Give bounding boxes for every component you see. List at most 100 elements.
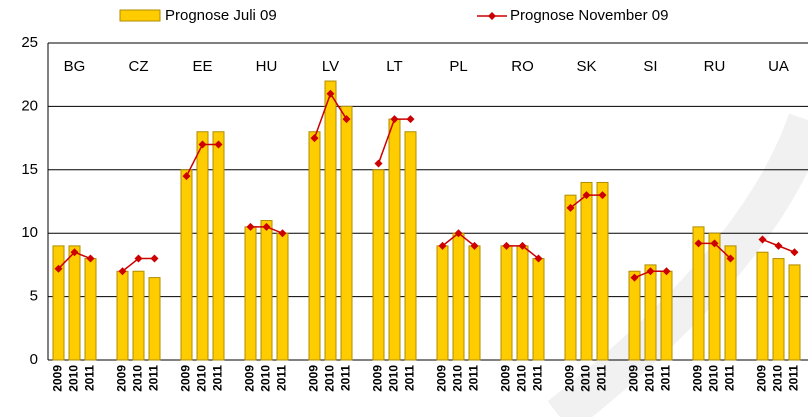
bar: [500, 245, 513, 361]
line-marker: [406, 115, 415, 124]
line-marker: [278, 229, 287, 238]
x-tick-label: 2010: [515, 365, 529, 392]
y-tick-label: 15: [21, 161, 38, 178]
group-label: LV: [322, 58, 339, 75]
line-marker: [774, 241, 783, 250]
bar: [772, 258, 785, 361]
group-label: LT: [386, 58, 402, 75]
x-tick-label: 2011: [403, 365, 417, 391]
x-tick-label: 2009: [755, 365, 769, 392]
y-tick-label: 20: [21, 97, 38, 114]
line-marker: [758, 235, 767, 244]
legend-marker: [488, 12, 496, 20]
bar: [564, 194, 577, 361]
y-tick-label: 10: [21, 224, 38, 241]
x-tick-label: 2010: [451, 365, 465, 392]
group-label: RU: [704, 58, 726, 75]
line-marker: [630, 273, 639, 282]
x-tick-label: 2011: [339, 365, 353, 391]
line-marker: [326, 89, 335, 98]
line-marker: [790, 248, 799, 257]
line-marker: [54, 264, 63, 273]
x-tick-label: 2010: [67, 365, 81, 392]
group-label: HU: [256, 58, 278, 75]
group-label: BG: [64, 58, 86, 75]
x-tick-label: 2011: [467, 365, 481, 391]
bar: [580, 181, 593, 361]
x-tick-label: 2011: [147, 365, 161, 391]
bar: [116, 270, 129, 361]
bar: [308, 131, 321, 361]
bar: [644, 264, 657, 361]
x-tick-label: 2009: [627, 365, 641, 392]
line-marker: [710, 239, 719, 248]
x-tick-label: 2009: [371, 365, 385, 392]
legend-label: Prognose Juli 09: [165, 7, 277, 24]
bar: [468, 245, 481, 361]
bar: [324, 80, 337, 361]
bar: [148, 277, 161, 361]
line-marker: [374, 159, 383, 168]
line-marker: [214, 140, 223, 149]
line-marker: [598, 191, 607, 200]
x-tick-label: 2010: [771, 365, 785, 392]
line-marker: [310, 134, 319, 143]
x-tick-label: 2010: [387, 365, 401, 392]
background-swoosh: [547, 113, 808, 417]
bar: [628, 270, 641, 361]
x-tick-label: 2010: [579, 365, 593, 392]
bar: [388, 118, 401, 361]
group-label: SI: [643, 58, 657, 75]
bar: [52, 245, 65, 361]
bar: [660, 270, 673, 361]
line-marker: [502, 241, 511, 250]
line-marker: [582, 191, 591, 200]
x-tick-label: 2011: [531, 365, 545, 391]
bar: [708, 232, 721, 361]
x-tick-label: 2009: [179, 365, 193, 392]
line-marker: [662, 267, 671, 276]
group-label: RO: [511, 58, 534, 75]
x-tick-label: 2009: [691, 365, 705, 392]
x-tick-label: 2009: [51, 365, 65, 392]
line-marker: [454, 229, 463, 238]
bar: [452, 232, 465, 361]
bar: [532, 258, 545, 361]
bar: [692, 226, 705, 361]
bar: [436, 245, 449, 361]
x-tick-label: 2010: [259, 365, 273, 392]
x-tick-label: 2009: [563, 365, 577, 392]
line-marker: [438, 241, 447, 250]
x-tick-label: 2011: [659, 365, 673, 391]
x-tick-label: 2011: [723, 365, 737, 391]
line-marker: [534, 254, 543, 263]
line-marker: [262, 222, 271, 231]
line-marker: [70, 248, 79, 257]
bar: [132, 270, 145, 361]
group-label: EE: [192, 58, 212, 75]
bar: [372, 169, 385, 361]
x-tick-label: 2010: [707, 365, 721, 392]
y-tick-label: 5: [30, 288, 38, 305]
x-tick-label: 2009: [435, 365, 449, 392]
x-tick-label: 2010: [323, 365, 337, 392]
bar: [260, 220, 273, 361]
group-label: SK: [576, 58, 596, 75]
line-marker: [726, 254, 735, 263]
x-tick-label: 2010: [131, 365, 145, 392]
y-tick-label: 0: [30, 351, 38, 368]
bar: [404, 131, 417, 361]
x-tick-label: 2010: [195, 365, 209, 392]
x-tick-label: 2010: [643, 365, 657, 392]
bar: [516, 245, 529, 361]
bar: [340, 105, 353, 361]
x-tick-label: 2009: [115, 365, 129, 392]
y-tick-label: 25: [21, 34, 38, 51]
bar: [756, 251, 769, 361]
bar: [596, 181, 609, 361]
line-marker: [182, 172, 191, 181]
bar: [180, 169, 193, 361]
x-tick-label: 2011: [211, 365, 225, 391]
group-label: UA: [768, 58, 789, 75]
